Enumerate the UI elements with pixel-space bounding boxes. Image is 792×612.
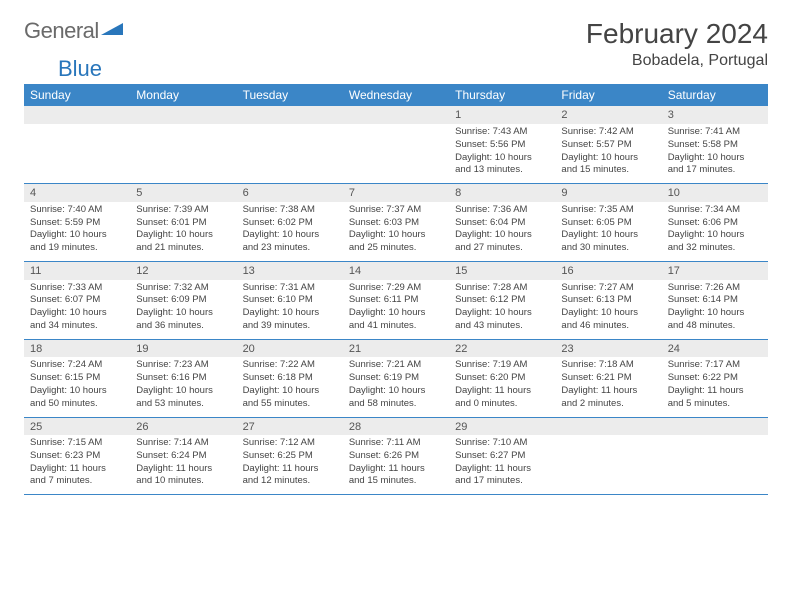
day-content-row: Sunrise: 7:24 AMSunset: 6:15 PMDaylight:… (24, 357, 768, 417)
col-saturday: Saturday (662, 84, 768, 106)
day-content-cell: Sunrise: 7:43 AMSunset: 5:56 PMDaylight:… (449, 124, 555, 184)
page-header: General February 2024 Bobadela, Portugal (24, 18, 768, 70)
day-content-cell: Sunrise: 7:18 AMSunset: 6:21 PMDaylight:… (555, 357, 661, 417)
day-number-cell: 14 (343, 262, 449, 280)
day-content-cell: Sunrise: 7:26 AMSunset: 6:14 PMDaylight:… (662, 280, 768, 340)
day-number-cell: 19 (130, 339, 236, 357)
day-number-cell (24, 106, 130, 124)
day-content-cell: Sunrise: 7:41 AMSunset: 5:58 PMDaylight:… (662, 124, 768, 184)
day-number-cell: 5 (130, 184, 236, 202)
day-number-cell: 3 (662, 106, 768, 124)
col-wednesday: Wednesday (343, 84, 449, 106)
day-content-cell: Sunrise: 7:12 AMSunset: 6:25 PMDaylight:… (237, 435, 343, 495)
day-number-cell (130, 106, 236, 124)
day-number-cell: 4 (24, 184, 130, 202)
day-content-cell: Sunrise: 7:39 AMSunset: 6:01 PMDaylight:… (130, 202, 236, 262)
day-content-cell: Sunrise: 7:36 AMSunset: 6:04 PMDaylight:… (449, 202, 555, 262)
triangle-icon (101, 21, 123, 42)
day-content-cell: Sunrise: 7:23 AMSunset: 6:16 PMDaylight:… (130, 357, 236, 417)
day-number-cell: 21 (343, 339, 449, 357)
day-content-row: Sunrise: 7:43 AMSunset: 5:56 PMDaylight:… (24, 124, 768, 184)
day-content-cell: Sunrise: 7:19 AMSunset: 6:20 PMDaylight:… (449, 357, 555, 417)
day-number-cell: 10 (662, 184, 768, 202)
day-content-cell: Sunrise: 7:15 AMSunset: 6:23 PMDaylight:… (24, 435, 130, 495)
day-number-cell: 8 (449, 184, 555, 202)
day-number-cell: 27 (237, 417, 343, 435)
day-content-cell: Sunrise: 7:33 AMSunset: 6:07 PMDaylight:… (24, 280, 130, 340)
day-number-cell: 6 (237, 184, 343, 202)
day-content-cell: Sunrise: 7:42 AMSunset: 5:57 PMDaylight:… (555, 124, 661, 184)
day-number-cell: 9 (555, 184, 661, 202)
day-number-cell (555, 417, 661, 435)
day-number-cell: 2 (555, 106, 661, 124)
day-content-cell (24, 124, 130, 184)
day-number-row: 18192021222324 (24, 339, 768, 357)
day-content-cell: Sunrise: 7:24 AMSunset: 6:15 PMDaylight:… (24, 357, 130, 417)
day-number-cell: 17 (662, 262, 768, 280)
logo: General (24, 18, 125, 44)
day-number-cell: 29 (449, 417, 555, 435)
col-friday: Friday (555, 84, 661, 106)
day-number-cell: 22 (449, 339, 555, 357)
day-content-row: Sunrise: 7:15 AMSunset: 6:23 PMDaylight:… (24, 435, 768, 495)
day-content-cell: Sunrise: 7:31 AMSunset: 6:10 PMDaylight:… (237, 280, 343, 340)
calendar-table: Sunday Monday Tuesday Wednesday Thursday… (24, 84, 768, 495)
col-tuesday: Tuesday (237, 84, 343, 106)
day-number-row: 123 (24, 106, 768, 124)
day-content-cell: Sunrise: 7:10 AMSunset: 6:27 PMDaylight:… (449, 435, 555, 495)
day-content-cell: Sunrise: 7:29 AMSunset: 6:11 PMDaylight:… (343, 280, 449, 340)
day-content-cell: Sunrise: 7:38 AMSunset: 6:02 PMDaylight:… (237, 202, 343, 262)
day-content-cell: Sunrise: 7:40 AMSunset: 5:59 PMDaylight:… (24, 202, 130, 262)
day-number-cell: 18 (24, 339, 130, 357)
day-number-cell (662, 417, 768, 435)
logo-text-general: General (24, 18, 99, 44)
day-content-cell: Sunrise: 7:21 AMSunset: 6:19 PMDaylight:… (343, 357, 449, 417)
day-number-cell: 24 (662, 339, 768, 357)
location-label: Bobadela, Portugal (586, 52, 768, 70)
calendar-body: 123Sunrise: 7:43 AMSunset: 5:56 PMDaylig… (24, 106, 768, 495)
day-number-cell: 20 (237, 339, 343, 357)
day-number-cell (343, 106, 449, 124)
day-content-cell: Sunrise: 7:17 AMSunset: 6:22 PMDaylight:… (662, 357, 768, 417)
day-number-cell: 13 (237, 262, 343, 280)
col-monday: Monday (130, 84, 236, 106)
day-content-cell: Sunrise: 7:27 AMSunset: 6:13 PMDaylight:… (555, 280, 661, 340)
day-number-cell: 15 (449, 262, 555, 280)
col-sunday: Sunday (24, 84, 130, 106)
day-content-cell: Sunrise: 7:28 AMSunset: 6:12 PMDaylight:… (449, 280, 555, 340)
day-content-cell (237, 124, 343, 184)
day-content-cell: Sunrise: 7:32 AMSunset: 6:09 PMDaylight:… (130, 280, 236, 340)
day-content-row: Sunrise: 7:33 AMSunset: 6:07 PMDaylight:… (24, 280, 768, 340)
day-content-cell (130, 124, 236, 184)
day-content-cell: Sunrise: 7:35 AMSunset: 6:05 PMDaylight:… (555, 202, 661, 262)
day-content-cell: Sunrise: 7:37 AMSunset: 6:03 PMDaylight:… (343, 202, 449, 262)
day-number-cell: 26 (130, 417, 236, 435)
day-content-cell (343, 124, 449, 184)
day-content-cell (662, 435, 768, 495)
day-content-cell (555, 435, 661, 495)
day-content-cell: Sunrise: 7:22 AMSunset: 6:18 PMDaylight:… (237, 357, 343, 417)
day-number-cell: 28 (343, 417, 449, 435)
day-number-cell: 7 (343, 184, 449, 202)
weekday-header-row: Sunday Monday Tuesday Wednesday Thursday… (24, 84, 768, 106)
day-number-cell: 25 (24, 417, 130, 435)
day-number-cell: 1 (449, 106, 555, 124)
day-number-row: 11121314151617 (24, 262, 768, 280)
day-content-row: Sunrise: 7:40 AMSunset: 5:59 PMDaylight:… (24, 202, 768, 262)
day-content-cell: Sunrise: 7:34 AMSunset: 6:06 PMDaylight:… (662, 202, 768, 262)
month-title: February 2024 (586, 18, 768, 50)
day-number-row: 45678910 (24, 184, 768, 202)
day-number-cell (237, 106, 343, 124)
day-number-row: 2526272829 (24, 417, 768, 435)
title-block: February 2024 Bobadela, Portugal (586, 18, 768, 70)
day-content-cell: Sunrise: 7:14 AMSunset: 6:24 PMDaylight:… (130, 435, 236, 495)
day-content-cell: Sunrise: 7:11 AMSunset: 6:26 PMDaylight:… (343, 435, 449, 495)
day-number-cell: 12 (130, 262, 236, 280)
col-thursday: Thursday (449, 84, 555, 106)
day-number-cell: 16 (555, 262, 661, 280)
day-number-cell: 11 (24, 262, 130, 280)
day-number-cell: 23 (555, 339, 661, 357)
